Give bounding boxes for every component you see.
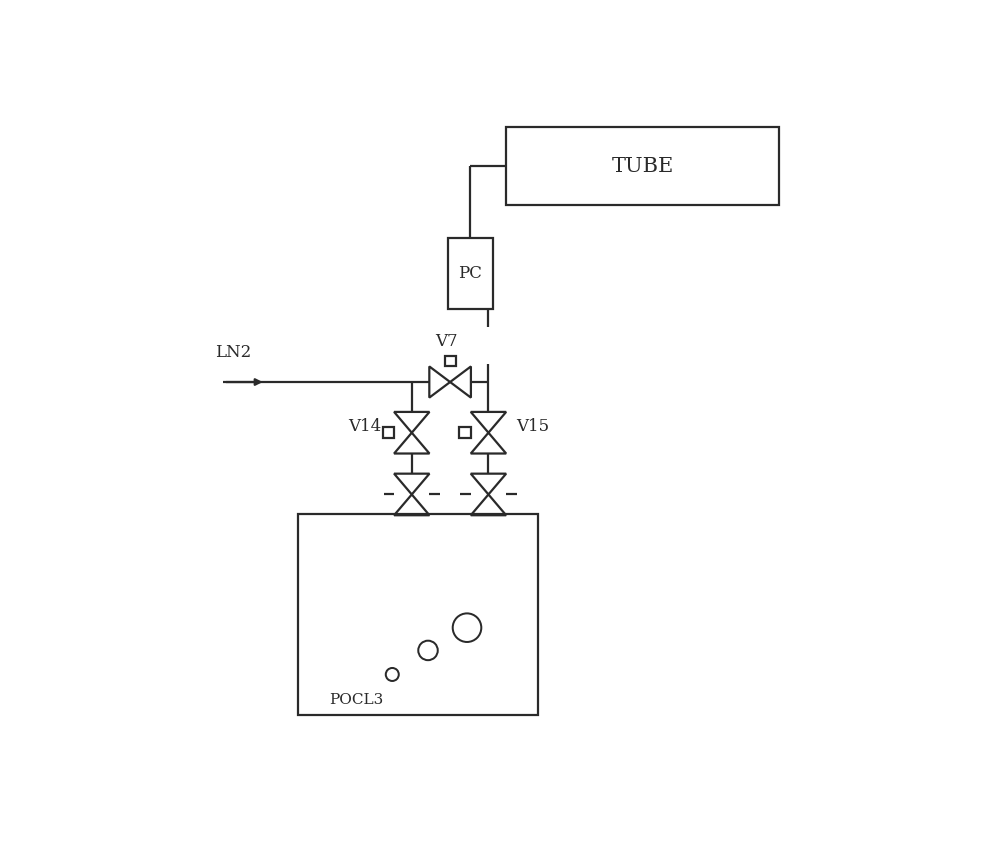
Bar [506, 127, 779, 205]
Bar [445, 355, 456, 366]
Bar [383, 427, 394, 438]
Bar [298, 514, 538, 716]
Text: V15: V15 [516, 418, 549, 435]
Text: POCL3: POCL3 [329, 693, 383, 707]
Text: PC: PC [458, 265, 482, 282]
Text: LN2: LN2 [215, 344, 251, 361]
Text: V7: V7 [436, 333, 458, 350]
Text: V14: V14 [348, 418, 381, 435]
Bar [448, 238, 493, 309]
Text: TUBE: TUBE [611, 157, 674, 176]
Bar [459, 427, 471, 438]
